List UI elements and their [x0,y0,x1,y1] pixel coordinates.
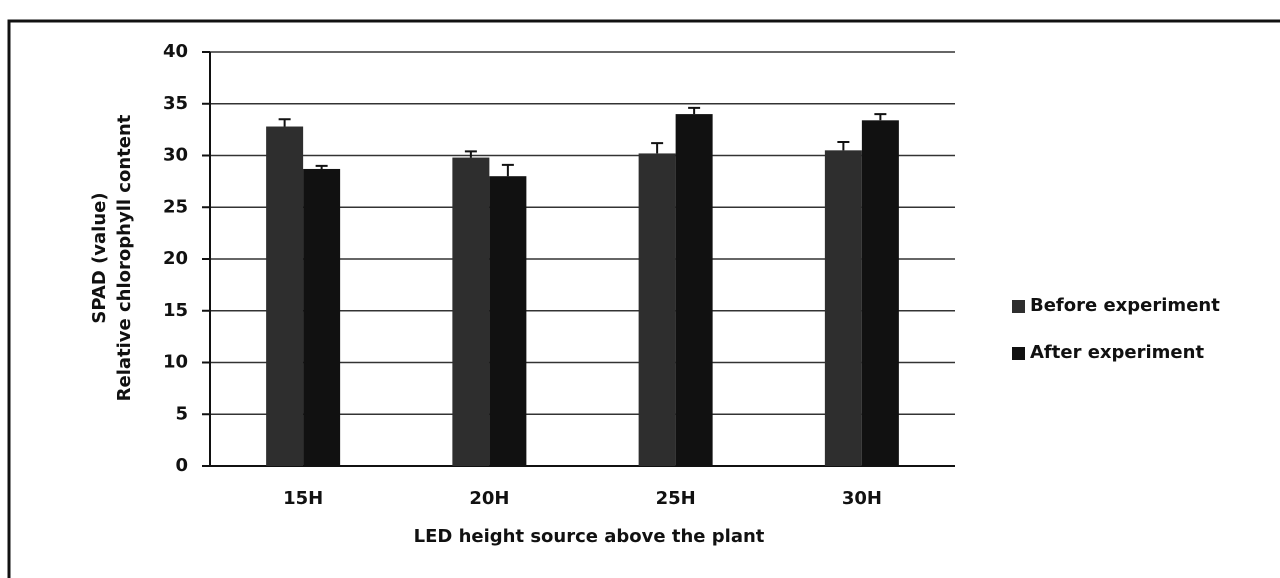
legend-swatch [1012,347,1025,360]
error-bar [278,118,291,127]
y-tick-label: 10 [163,352,188,373]
error-bar [874,113,887,121]
y-tick-label: 40 [163,41,188,62]
x-tick-label: 20H [469,488,509,509]
x-tick-label: 30H [842,488,882,509]
error-bar [315,164,328,169]
y-tick-label: 15 [163,300,188,321]
bar [675,114,713,466]
legend-label: After experiment [1030,342,1204,363]
y-axis-title: SPAD (value) [89,192,110,323]
bar [303,168,341,466]
bar [266,126,304,467]
legend-label: Before experiment [1030,295,1220,316]
error-bar [651,142,664,154]
bar [638,153,676,466]
bar [452,157,490,466]
y-tick-label: 20 [163,248,188,269]
legend-swatch [1012,300,1025,313]
y-tick-label: 35 [163,93,188,114]
bar [489,176,527,466]
x-tick-label: 25H [656,488,696,509]
bar [824,150,862,466]
y-axis-title: Relative chlorophyll content [114,114,135,401]
y-tick-label: 5 [175,403,188,424]
error-bar [501,163,514,177]
x-tick-label: 15H [283,488,323,509]
bar [861,120,899,466]
error-bar [688,106,701,115]
y-tick-label: 0 [175,455,188,476]
y-tick-label: 25 [163,196,188,217]
error-bar [464,150,477,158]
error-bar [837,141,850,151]
x-axis-title: LED height source above the plant [414,526,765,547]
y-tick-label: 30 [163,145,188,166]
